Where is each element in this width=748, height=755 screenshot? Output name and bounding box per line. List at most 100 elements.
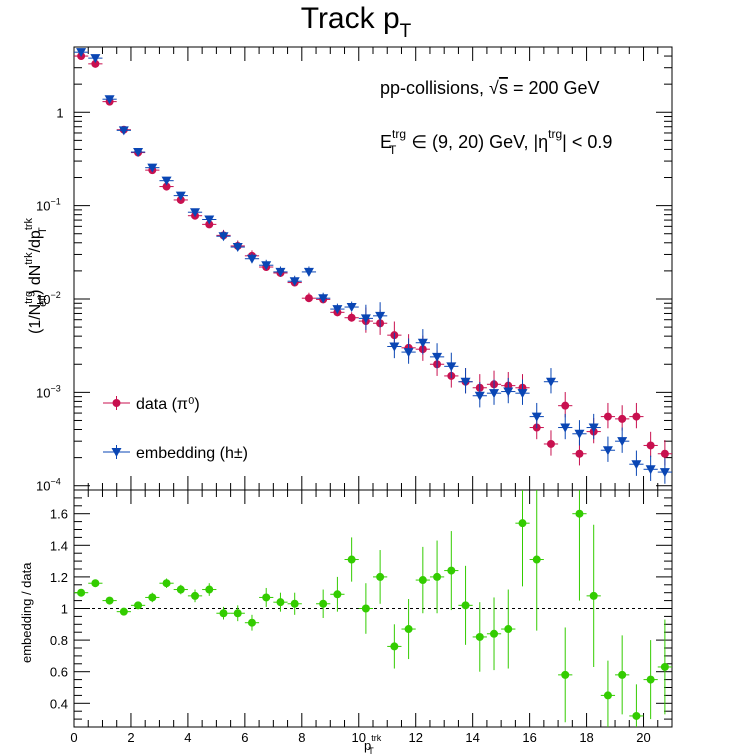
annotation-trigger: Etrg T ∈ (9, 20) GeV, |ηtrg| < 0.9 <box>380 127 612 157</box>
data-point <box>159 176 174 186</box>
data-point <box>373 302 388 328</box>
ratio-point <box>330 576 345 612</box>
marker-circle <box>376 572 385 581</box>
data-point <box>230 241 245 253</box>
marker-triangle <box>545 377 556 387</box>
marker-circle <box>247 618 256 627</box>
ratio-y-tick-label: 1 <box>61 602 68 617</box>
data-point <box>501 377 516 404</box>
x-axis-label: ptrk T <box>364 733 382 755</box>
ratio-point <box>429 540 445 614</box>
data-point <box>643 431 658 458</box>
data-point <box>486 379 502 405</box>
y-tick-label: 1 <box>56 105 63 120</box>
ratio-point <box>515 490 530 587</box>
marker-triangle <box>375 311 386 321</box>
marker-triangle <box>133 148 144 158</box>
data-point <box>88 54 103 64</box>
marker-triangle <box>602 446 613 456</box>
ratio-point <box>102 596 117 605</box>
legend-marker-circle <box>112 399 121 407</box>
data-point <box>301 292 317 303</box>
data-point <box>344 301 359 313</box>
marker-triangle <box>360 314 371 324</box>
marker-triangle <box>246 254 257 264</box>
legend-label-embedding: embedding (h±) <box>136 445 248 462</box>
marker-triangle <box>318 294 329 304</box>
data-point <box>273 266 288 277</box>
marker-circle <box>618 670 627 679</box>
marker-circle <box>518 519 527 528</box>
marker-triangle <box>190 208 201 218</box>
marker-circle <box>532 555 541 564</box>
data-point <box>216 230 231 242</box>
ratio-point <box>145 592 160 603</box>
data-point <box>102 95 117 105</box>
marker-circle <box>433 572 442 581</box>
marker-triangle <box>503 387 514 397</box>
marker-triangle <box>175 191 186 201</box>
marker-triangle <box>403 348 414 358</box>
marker-circle <box>191 591 200 600</box>
x-tick-label: 12 <box>408 730 422 745</box>
chart-title: Track pT <box>301 2 412 42</box>
ratio-y-tick-label: 0.4 <box>50 696 68 711</box>
legend: data (π⁰) embedding (h±) <box>103 396 248 462</box>
data-point <box>558 413 573 440</box>
marker-triangle <box>389 342 400 352</box>
marker-circle <box>575 509 584 518</box>
data-point <box>316 292 331 304</box>
ratio-point <box>415 546 430 614</box>
marker-triangle <box>574 429 585 439</box>
marker-triangle <box>275 267 286 277</box>
marker-circle <box>632 711 641 720</box>
x-tick-label: 4 <box>184 730 191 745</box>
marker-circle <box>361 604 370 613</box>
annotation-collisions: pp-collisions, √s = 200 GeV <box>380 78 600 98</box>
marker-triangle <box>289 277 300 287</box>
data-point <box>74 48 89 58</box>
data-point <box>387 332 402 359</box>
data-point <box>629 402 644 429</box>
marker-triangle <box>531 412 542 422</box>
marker-triangle <box>417 338 428 348</box>
marker-circle <box>347 555 356 564</box>
ratio-point <box>316 589 331 618</box>
top-y-axis-ticks: 10−4 10−3 10−2 10−1 1 <box>36 46 672 494</box>
marker-circle <box>660 662 669 671</box>
marker-triangle <box>147 163 158 173</box>
marker-circle <box>233 609 242 618</box>
ratio-point <box>586 524 601 667</box>
marker-circle <box>91 59 100 68</box>
marker-triangle <box>232 243 243 253</box>
legend-entry-embedding: embedding (h±) <box>103 445 248 462</box>
ratio-point <box>344 537 359 582</box>
marker-circle <box>561 670 570 679</box>
marker-circle <box>276 598 285 607</box>
marker-triangle <box>631 460 642 470</box>
data-point <box>287 275 302 287</box>
data-point <box>643 455 658 481</box>
ratio-point <box>629 684 644 727</box>
y-tick-label: 10−2 <box>36 290 61 307</box>
data-point <box>444 352 459 378</box>
marker-circle <box>176 585 185 594</box>
data-point <box>515 379 530 405</box>
ratio-point <box>287 592 302 615</box>
series-ratio <box>74 490 672 727</box>
ratio-point <box>202 583 217 596</box>
ratio-y-tick-label: 1.6 <box>50 507 68 522</box>
marker-triangle <box>161 176 172 186</box>
ratio-point <box>458 565 473 645</box>
marker-circle <box>390 642 399 651</box>
marker-circle <box>561 401 570 410</box>
ratio-point <box>159 578 174 588</box>
chart-title-subscript: T <box>400 21 412 42</box>
marker-triangle <box>560 423 571 433</box>
marker-circle <box>219 609 228 618</box>
marker-circle <box>504 625 513 634</box>
ratio-point <box>373 550 388 604</box>
marker-triangle <box>460 377 471 387</box>
